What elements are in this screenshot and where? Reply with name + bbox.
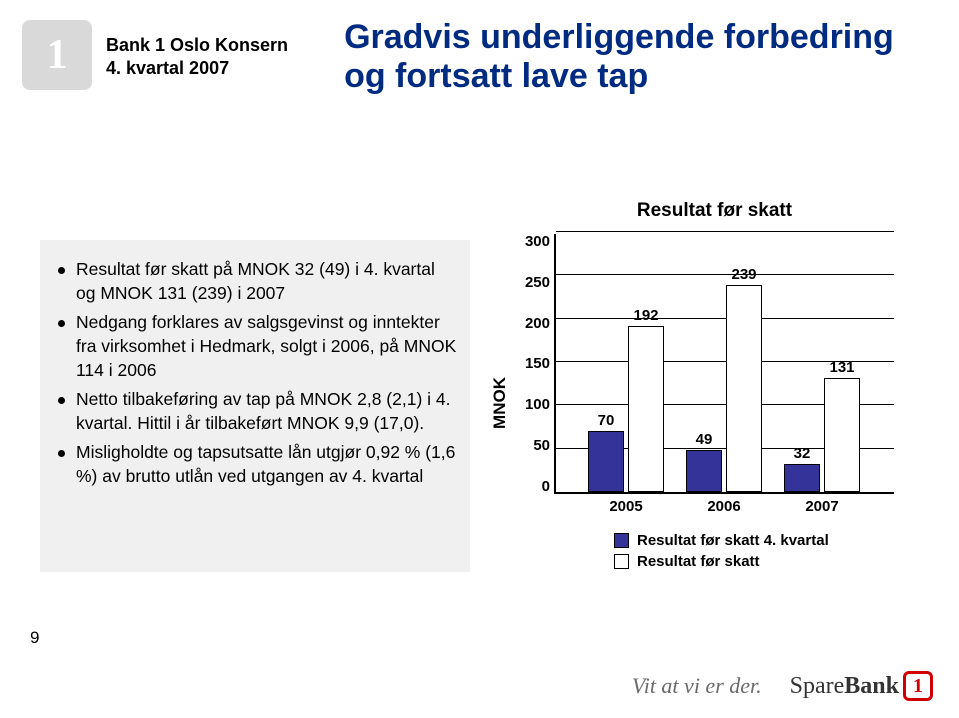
legend-item: Resultat før skatt 4. kvartal (614, 530, 894, 551)
bullet-item: Netto tilbakeføring av tap på MNOK 2,8 (… (58, 388, 458, 435)
x-axis-labels: 2005 2006 2007 (554, 498, 894, 520)
slide-header: 1 Bank 1 Oslo Konsern 4. kvartal 2007 Gr… (0, 20, 959, 96)
x-tick-label: 2007 (780, 498, 864, 515)
chart-plot: 701924923932131 (554, 234, 894, 494)
y-tick: 250 (514, 275, 550, 290)
bar-group: 32131 (782, 378, 866, 492)
chart-area: MNOK 300 250 200 150 100 50 0 7019249239… (490, 234, 939, 572)
bar-value-label: 70 (576, 412, 636, 429)
y-tick: 200 (514, 316, 550, 331)
brand-part2: Bank (844, 673, 899, 699)
period-label: 4. kvartal 2007 (106, 57, 288, 80)
chart-bar: 131 (824, 378, 860, 492)
chart-bar: 70 (588, 431, 624, 492)
bank1-logo-text: 1 (47, 31, 68, 79)
header-left: Bank 1 Oslo Konsern 4. kvartal 2007 (106, 34, 288, 79)
bar-value-label: 239 (714, 266, 774, 283)
brand-part3: 1 (913, 675, 923, 698)
y-tick: 0 (514, 479, 550, 494)
bank1-logo: 1 (22, 20, 92, 90)
legend-label: Resultat før skatt 4. kvartal (637, 530, 829, 551)
y-axis-label: MNOK (490, 377, 510, 429)
bar-value-label: 192 (616, 307, 676, 324)
y-tick: 150 (514, 356, 550, 371)
x-tick-label: 2005 (584, 498, 668, 515)
legend-swatch-icon (614, 533, 629, 548)
bullets-list: Resultat før skatt på MNOK 32 (49) i 4. … (58, 258, 458, 489)
bar-group: 49239 (684, 285, 768, 492)
x-tick-label: 2006 (682, 498, 766, 515)
legend-swatch-icon (614, 554, 629, 569)
slide-title: Gradvis underliggende forbedring og fort… (344, 18, 894, 96)
bar-group: 70192 (586, 326, 670, 492)
footer-tagline: Vit at vi er der. (632, 673, 762, 699)
bullet-item: Resultat før skatt på MNOK 32 (49) i 4. … (58, 258, 458, 305)
sparebank1-logo: SpareBank 1 (790, 671, 933, 701)
bullet-item: Nedgang forklares av salgsgevinst og inn… (58, 311, 458, 382)
bullet-item: Misligholdte og tapsutsatte lån utgjør 0… (58, 441, 458, 488)
bar-value-label: 49 (674, 431, 734, 448)
page-number: 9 (30, 628, 39, 648)
bar-value-label: 32 (772, 445, 832, 462)
bar-value-label: 131 (812, 359, 872, 376)
y-tick: 300 (514, 234, 550, 249)
title-line-2: og fortsatt lave tap (344, 57, 894, 96)
y-axis-ticks: 300 250 200 150 100 50 0 (514, 234, 550, 494)
chart-bar: 49 (686, 450, 722, 492)
chart-bar: 32 (784, 464, 820, 492)
title-line-1: Gradvis underliggende forbedring (344, 18, 894, 57)
bullets-box: Resultat før skatt på MNOK 32 (49) i 4. … (40, 240, 470, 572)
org-name: Bank 1 Oslo Konsern (106, 34, 288, 57)
chart-bar: 192 (628, 326, 664, 492)
legend-item: Resultat før skatt (614, 551, 894, 572)
chart-container: Resultat før skatt MNOK 300 250 200 150 … (490, 200, 939, 572)
legend-label: Resultat før skatt (637, 551, 760, 572)
sparebank1-text: SpareBank (790, 673, 899, 700)
y-tick: 100 (514, 397, 550, 412)
slide-footer: Vit at vi er der. SpareBank 1 (0, 654, 959, 718)
chart-bar: 239 (726, 285, 762, 492)
chart-title: Resultat før skatt (490, 200, 939, 222)
sparebank1-icon: 1 (903, 671, 933, 701)
chart-legend: Resultat før skatt 4. kvartal Resultat f… (614, 530, 894, 572)
slide-content: Resultat før skatt på MNOK 32 (49) i 4. … (40, 200, 939, 572)
grid-line (556, 231, 894, 232)
y-tick: 50 (514, 438, 550, 453)
slide: 1 Bank 1 Oslo Konsern 4. kvartal 2007 Gr… (0, 0, 959, 718)
brand-part1: Spare (790, 673, 845, 699)
